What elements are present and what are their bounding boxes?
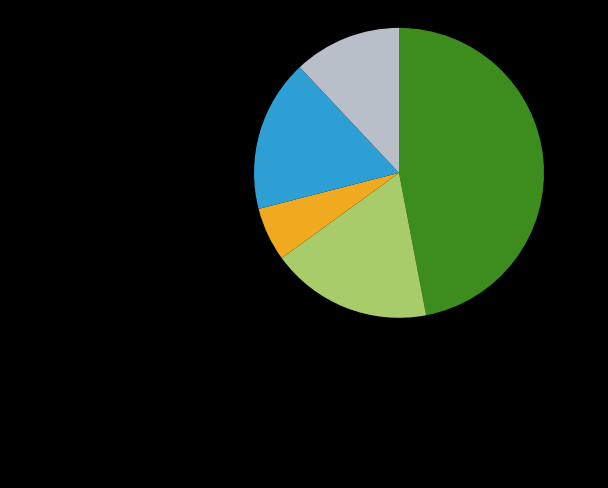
Wedge shape <box>258 173 399 258</box>
Wedge shape <box>399 28 544 315</box>
Wedge shape <box>300 28 399 173</box>
Wedge shape <box>254 67 399 209</box>
Wedge shape <box>282 173 426 318</box>
